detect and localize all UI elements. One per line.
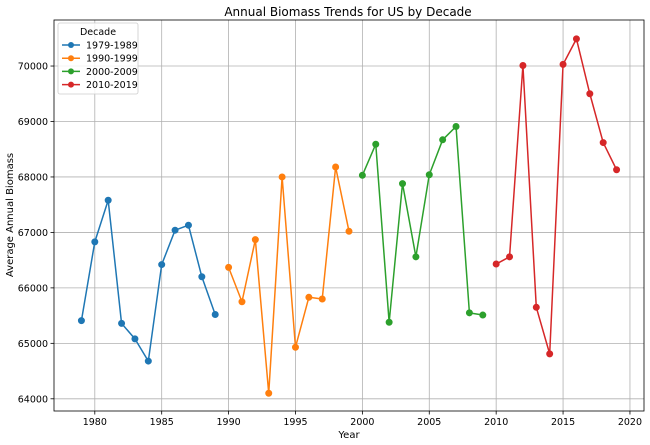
axis-ticks: 1980 1985 1990 1995 2000 2005 2010 2015 2020 6400…	[18, 62, 642, 428]
data-point	[211, 310, 219, 318]
data-point	[506, 253, 514, 261]
data-point	[251, 236, 259, 244]
series-layer	[77, 35, 621, 397]
data-point	[225, 263, 233, 271]
data-point	[452, 122, 460, 130]
series-line	[495, 38, 618, 355]
data-point	[332, 163, 340, 171]
data-point	[318, 295, 326, 303]
y-tick-label: 70000	[18, 62, 48, 73]
data-point	[559, 60, 567, 68]
data-point	[291, 343, 299, 351]
data-point	[492, 260, 500, 268]
data-point	[599, 139, 607, 147]
data-point	[385, 318, 393, 326]
y-tick-label: 65000	[18, 339, 48, 350]
data-point	[372, 140, 380, 148]
y-tick-label: 69000	[18, 117, 48, 128]
legend-swatch-marker	[68, 55, 74, 62]
data-point	[77, 317, 85, 325]
legend-entry-label: 2000-2009	[86, 67, 138, 78]
data-point	[131, 335, 139, 343]
data-point	[144, 357, 152, 365]
data-point	[586, 90, 594, 98]
series-line	[227, 166, 350, 394]
x-tick-label: 1995	[283, 417, 307, 428]
chart-title: Annual Biomass Trends for US by Decade	[224, 5, 471, 19]
data-point	[171, 226, 179, 234]
data-point	[104, 196, 112, 204]
data-point	[613, 166, 621, 174]
data-point	[546, 350, 554, 358]
series-2010-2019	[492, 35, 621, 358]
x-tick-label: 2015	[551, 417, 575, 428]
y-tick-label: 66000	[18, 283, 48, 294]
data-point	[572, 35, 580, 43]
data-point	[91, 238, 99, 246]
data-point	[184, 221, 192, 229]
y-tick-label: 68000	[18, 172, 48, 183]
series-1979-1989	[77, 196, 219, 365]
data-point	[479, 311, 487, 319]
x-tick-label: 1990	[216, 417, 240, 428]
data-point	[532, 303, 540, 311]
legend-box	[57, 22, 139, 95]
data-point	[439, 136, 447, 144]
data-point	[118, 319, 126, 327]
data-point	[519, 61, 527, 69]
y-tick-label: 67000	[18, 228, 48, 239]
legend: Decade 1979-1989 1990-1999 2000-2009 2010-2…	[57, 22, 139, 95]
x-tick-label: 2010	[484, 417, 508, 428]
legend-swatch-marker	[68, 68, 74, 75]
legend-title: Decade	[80, 27, 116, 38]
x-tick-label: 2005	[417, 417, 441, 428]
plot-frame	[53, 19, 645, 412]
data-point	[265, 389, 273, 397]
legend-entry-label: 1979-1989	[86, 41, 138, 52]
legend-entry-label: 1990-1999	[86, 54, 138, 65]
data-point	[412, 253, 420, 261]
series-2000-2009	[358, 122, 487, 326]
grid-lines	[54, 20, 644, 411]
data-point	[198, 273, 206, 281]
data-point	[158, 261, 166, 269]
data-point	[465, 309, 473, 317]
x-tick-label: 2000	[350, 417, 374, 428]
data-point	[238, 298, 246, 306]
x-axis-label: Year	[337, 430, 360, 441]
y-tick-label: 64000	[18, 394, 48, 405]
series-line	[361, 125, 483, 324]
data-point	[358, 171, 366, 179]
series-1990-1999	[225, 163, 353, 397]
x-tick-label: 1980	[83, 417, 107, 428]
data-point	[278, 173, 286, 181]
x-tick-label: 2020	[618, 417, 642, 428]
data-point	[399, 180, 407, 188]
x-tick-label: 1985	[150, 417, 174, 428]
legend-entry-label: 2010-2019	[86, 80, 138, 91]
y-axis-label: Average Annual Biomass	[5, 153, 16, 277]
data-point	[305, 293, 313, 301]
data-point	[345, 227, 353, 235]
legend-swatch-marker	[68, 42, 74, 48]
data-point	[425, 171, 433, 179]
legend-swatch-marker	[68, 81, 74, 88]
